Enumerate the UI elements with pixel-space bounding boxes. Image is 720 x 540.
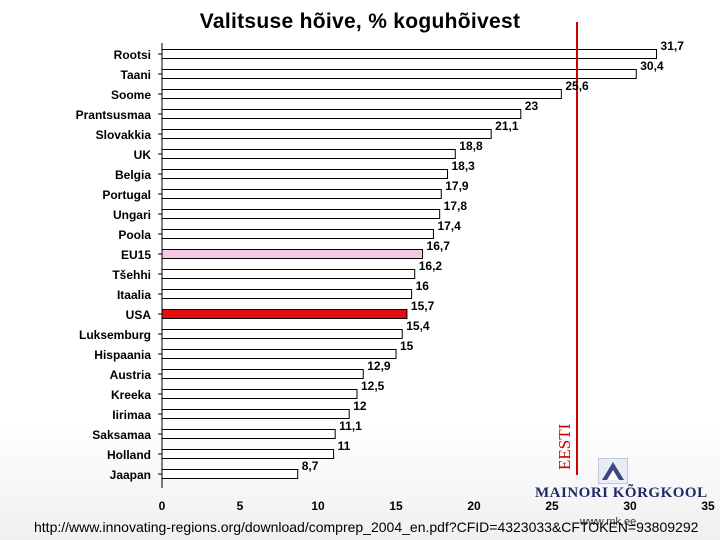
value-label: 18,3 <box>451 159 475 173</box>
value-label: 15,4 <box>406 319 430 333</box>
x-tick-label: 35 <box>701 499 715 513</box>
x-tick-label: 5 <box>237 499 244 513</box>
category-label: Poola <box>118 228 151 242</box>
value-label: 16,2 <box>419 259 443 273</box>
bar-eu15 <box>161 249 424 259</box>
category-label: Hispaania <box>94 348 151 362</box>
logo-text: MAINORI KÕRGKOOL <box>535 485 708 501</box>
category-label: Prantsusmaa <box>76 108 152 122</box>
category-label: Saksamaa <box>92 428 151 442</box>
bar-hispaania <box>161 349 397 359</box>
value-label: 12,5 <box>361 379 385 393</box>
value-label: 31,7 <box>661 39 685 53</box>
bar-rootsi <box>161 49 658 59</box>
value-label: 30,4 <box>640 59 664 73</box>
category-label: Holland <box>107 448 151 462</box>
value-label: 12,9 <box>367 359 391 373</box>
category-label: Iirimaa <box>112 408 151 422</box>
category-label: Soome <box>111 88 151 102</box>
category-label: Jaapan <box>110 468 151 482</box>
value-label: 16 <box>416 279 430 293</box>
x-tick-label: 30 <box>623 499 637 513</box>
bar-prantsusmaa <box>161 109 522 119</box>
eesti-reference-label: EESTI <box>555 423 574 470</box>
value-label: 25,6 <box>565 79 589 93</box>
bar-belgia <box>161 169 448 179</box>
value-label: 18,8 <box>459 139 483 153</box>
x-tick-label: 20 <box>467 499 481 513</box>
x-tick-label: 15 <box>389 499 403 513</box>
value-label: 15 <box>400 339 414 353</box>
bar-poola <box>161 229 434 239</box>
labels-layer: Rootsi 31,7 Taani 30,4 Soome 25,6 Prantsusmaa 2… <box>76 39 685 482</box>
category-label: Itaalia <box>117 288 151 302</box>
category-label: Tšehhi <box>112 268 151 282</box>
bar-iirimaa <box>161 409 350 419</box>
source-url[interactable]: http://www.innovating-regions.org/downlo… <box>34 519 699 535</box>
reference-layer: EESTI <box>555 22 578 475</box>
bar-uk <box>161 149 456 159</box>
bar-luksemburg <box>161 329 403 339</box>
bars-layer <box>161 49 658 479</box>
value-label: 12 <box>353 399 367 413</box>
x-tick-label: 10 <box>311 499 325 513</box>
bar-usa <box>161 309 408 319</box>
bar-ungari <box>161 209 441 219</box>
value-label: 15,7 <box>411 299 435 313</box>
bar-jaapan <box>161 469 299 479</box>
x-tick-label: 25 <box>545 499 559 513</box>
value-label: 11 <box>338 439 351 453</box>
website-link[interactable]: www.mk.ee <box>580 516 637 528</box>
bar-austria <box>161 369 364 379</box>
category-label: Belgia <box>115 168 151 182</box>
bar-tšehhi <box>161 269 416 279</box>
category-label: Portugal <box>102 188 151 202</box>
value-label: 16,7 <box>427 239 451 253</box>
category-label: Rootsi <box>114 48 151 62</box>
category-label: EU15 <box>121 248 151 262</box>
bar-itaalia <box>161 289 413 299</box>
bar-holland <box>161 449 335 459</box>
value-label: 17,9 <box>445 179 469 193</box>
category-label: Taani <box>121 68 151 82</box>
category-label: Slovakkia <box>96 128 152 142</box>
value-label: 17,4 <box>437 219 461 233</box>
category-label: Luksemburg <box>79 328 151 342</box>
bar-slovakkia <box>161 129 492 139</box>
bar-soome <box>161 89 562 99</box>
x-tick-label: 0 <box>159 499 166 513</box>
bar-kreeka <box>161 389 358 399</box>
x-tick-labels: 0 5 10 15 20 25 30 35 <box>159 499 715 513</box>
bar-saksamaa <box>161 429 336 439</box>
category-label: UK <box>134 148 152 162</box>
value-label: 23 <box>525 99 539 113</box>
category-label: USA <box>126 308 152 322</box>
value-label: 21,1 <box>495 119 519 133</box>
value-label: 8,7 <box>302 459 319 473</box>
value-label: 11,1 <box>339 419 362 433</box>
category-label: Ungari <box>113 208 151 222</box>
category-label: Austria <box>110 368 152 382</box>
category-label: Kreeka <box>111 388 151 402</box>
value-label: 17,8 <box>444 199 468 213</box>
bar-portugal <box>161 189 442 199</box>
bar-taani <box>161 69 637 79</box>
grid-layer <box>158 43 163 488</box>
chart-title: Valitsuse hõive, % koguhõivest <box>199 10 521 33</box>
